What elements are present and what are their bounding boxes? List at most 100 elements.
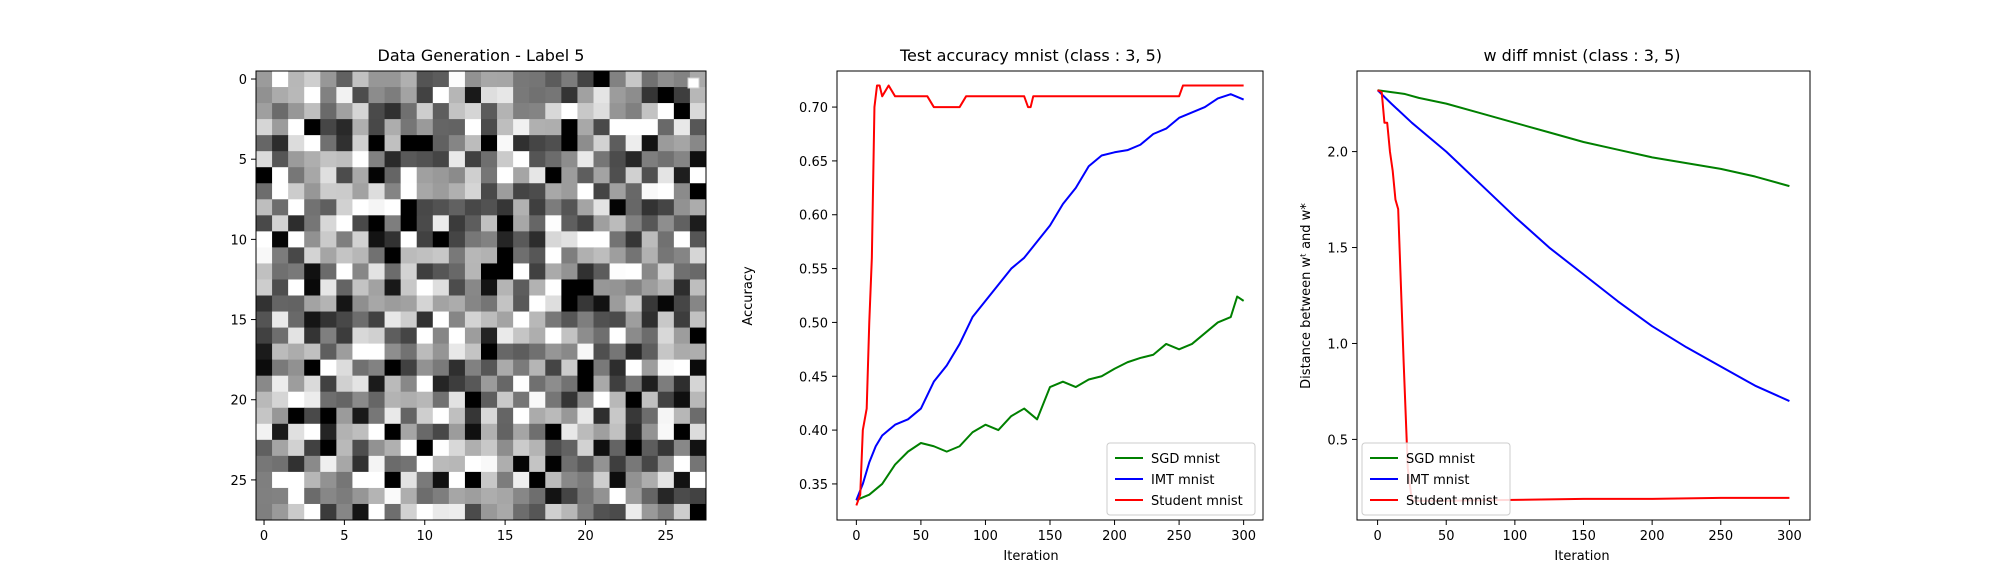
- heatmap-cell: [625, 311, 643, 328]
- heatmap-cell: [625, 279, 643, 296]
- heatmap-cell: [689, 311, 707, 328]
- heatmap-cell: [304, 343, 321, 361]
- heatmap-cell: [625, 199, 643, 216]
- heatmap-cell: [609, 151, 627, 168]
- heatmap-cell: [497, 71, 514, 88]
- heatmap-cell: [400, 295, 418, 312]
- ytick-label: 0.5: [1327, 433, 1348, 448]
- heatmap-cell: [513, 167, 530, 184]
- heatmap-cell: [368, 119, 385, 136]
- heatmap-cell: [272, 455, 289, 473]
- heatmap-cell: [304, 247, 321, 264]
- series-line-student-mnist: [1377, 89, 1790, 502]
- heatmap-cell: [320, 87, 337, 104]
- heatmap-cell: [464, 151, 482, 168]
- heatmap-cell: [513, 87, 530, 104]
- heatmap-cell: [352, 487, 369, 505]
- heatmap-cell: [545, 119, 562, 136]
- heatmap-cell: [481, 103, 498, 120]
- heatmap-xtick-label: 10: [416, 529, 433, 544]
- heatmap-cell: [625, 439, 643, 457]
- heatmap-cell: [545, 407, 562, 425]
- heatmap-cell: [625, 231, 643, 248]
- xtick-label: 50: [1438, 529, 1455, 544]
- heatmap-cell: [448, 359, 466, 377]
- heatmap-cell: [673, 327, 691, 345]
- heatmap-cell: [448, 343, 466, 361]
- heatmap-cell: [593, 439, 610, 457]
- heatmap-cell: [497, 263, 514, 280]
- heatmap-cell: [529, 391, 546, 409]
- heatmap-cell: [304, 455, 321, 473]
- heatmap-cell: [448, 263, 466, 280]
- heatmap-cell: [336, 247, 353, 264]
- heatmap-cell: [545, 471, 562, 489]
- heatmap-cell: [400, 71, 418, 88]
- heatmap-cell: [384, 135, 402, 152]
- heatmap-cell: [320, 135, 337, 152]
- heatmap-cell: [336, 135, 353, 152]
- heatmap-cell: [464, 423, 482, 441]
- heatmap-cell: [400, 279, 418, 296]
- heatmap-cell: [272, 327, 289, 345]
- heatmap-cell: [561, 455, 578, 473]
- heatmap-cell: [272, 87, 289, 104]
- xtick-label: 50: [913, 529, 930, 544]
- heatmap-cell: [577, 199, 594, 216]
- heatmap-cell: [481, 295, 498, 312]
- heatmap-cell: [481, 391, 498, 409]
- heatmap-cell: [689, 151, 707, 168]
- heatmap-cell: [529, 183, 546, 200]
- heatmap-cell: [529, 455, 546, 473]
- heatmap-cell: [641, 471, 659, 489]
- heatmap-cell: [609, 375, 627, 393]
- heatmap-cell: [304, 295, 321, 312]
- heatmap-cell: [513, 215, 530, 232]
- heatmap-cell: [625, 343, 643, 361]
- heatmap-cell: [336, 359, 353, 377]
- heatmap-cell: [368, 199, 385, 216]
- heatmap-cell: [432, 471, 450, 489]
- heatmap-cell: [272, 103, 289, 120]
- heatmap-cell: [272, 439, 289, 457]
- heatmap-cell: [336, 311, 353, 328]
- heatmap-cell: [673, 439, 691, 457]
- heatmap-cell: [689, 455, 707, 473]
- heatmap-cell: [384, 503, 402, 521]
- xtick-label: 250: [1167, 529, 1192, 544]
- heatmap-cell: [416, 87, 434, 104]
- heatmap-cell: [320, 407, 337, 425]
- heatmap-cell: [641, 295, 659, 312]
- heatmap-cell: [368, 407, 385, 425]
- heatmap-cell: [673, 87, 691, 104]
- legend-box: [1361, 442, 1511, 516]
- heatmap-cell: [304, 231, 321, 248]
- heatmap-cell: [352, 503, 369, 521]
- heatmap-cell: [336, 87, 353, 104]
- heatmap-cell: [673, 119, 691, 136]
- heatmap-cell: [384, 471, 402, 489]
- heatmap-cell: [641, 71, 659, 88]
- heatmap-cell: [577, 183, 594, 200]
- heatmap-cell: [336, 167, 353, 184]
- heatmap-cell: [673, 359, 691, 377]
- heatmap-cell: [689, 231, 707, 248]
- heatmap-cell: [288, 71, 305, 88]
- accuracy-x-ticks: 0 50 100 150 200 250 300: [852, 520, 1256, 544]
- heatmap-cell: [304, 151, 321, 168]
- heatmap-cell: [272, 71, 289, 88]
- heatmap-cell: [272, 199, 289, 216]
- heatmap-cell: [513, 151, 530, 168]
- heatmap-cell: [336, 407, 353, 425]
- heatmap-cell: [336, 455, 353, 473]
- heatmap-cell: [577, 391, 594, 409]
- heatmap-cells: [256, 71, 707, 521]
- heatmap-cell: [497, 151, 514, 168]
- heatmap-cell: [256, 375, 273, 393]
- heatmap-cell: [336, 263, 353, 280]
- ytick-label: 0.35: [799, 478, 828, 493]
- heatmap-cell: [368, 167, 385, 184]
- heatmap-cell: [400, 247, 418, 264]
- heatmap-cell: [625, 135, 643, 152]
- heatmap-cell: [320, 359, 337, 377]
